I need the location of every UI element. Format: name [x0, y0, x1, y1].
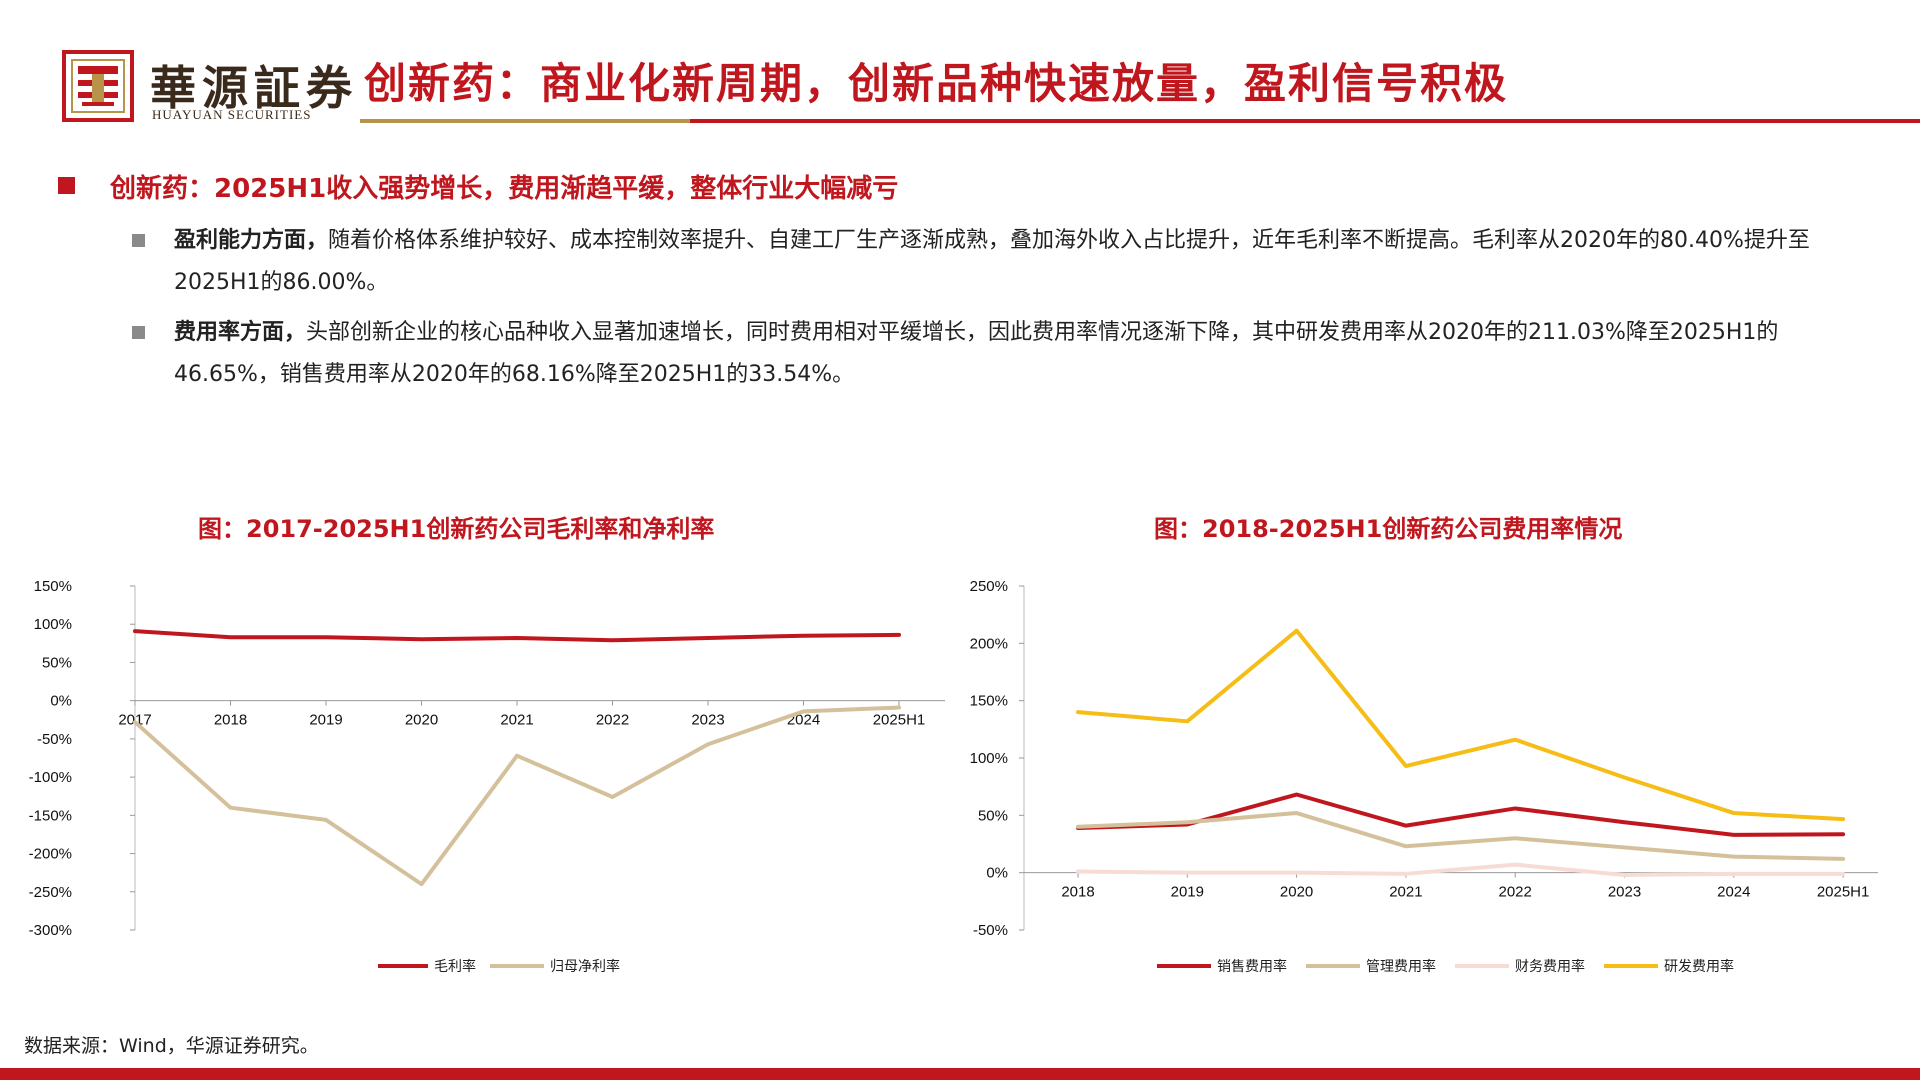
expense-y-tick-label: 100% — [970, 750, 1008, 767]
margin-x-tick-label: 2021 — [500, 712, 533, 729]
point-profitability: 盈利能力方面，随着价格体系维护较好、成本控制效率提升、自建工厂生产逐渐成熟，叠加… — [174, 220, 1874, 304]
company-name: 華源証券 — [150, 61, 358, 115]
expense-series-line-4 — [1076, 628, 1846, 822]
expense-x-tick-label: 2025H1 — [1817, 884, 1870, 901]
margin-x-tick-label: 2018 — [214, 712, 247, 729]
expense-y-tick-label: 50% — [978, 807, 1008, 824]
margin-y-tick-label: 150% — [34, 578, 72, 595]
margin-y-tick-label: 100% — [34, 616, 72, 633]
expense-x-tick-label: 2022 — [1499, 884, 1532, 901]
expense-x-tick-label: 2018 — [1061, 884, 1094, 901]
expense-y-tick-label: 250% — [970, 578, 1008, 595]
chart-title-margin: 图：2017-2025H1创新药公司毛利率和净利率 — [198, 515, 715, 543]
margin-x-tick-label: 2022 — [596, 712, 629, 729]
point-lead: 费用率方面， — [174, 320, 307, 345]
expense-series-line-2 — [1076, 811, 1846, 861]
margin-x-tick-label: 2025H1 — [873, 712, 926, 729]
expense-y-tick-label: 200% — [970, 635, 1008, 652]
expense-legend-label: 管理费用率 — [1366, 958, 1436, 975]
expense-legend-label: 销售费用率 — [1217, 958, 1287, 975]
margin-y-tick-label: -50% — [37, 731, 72, 748]
point-bullet-icon — [132, 234, 145, 247]
expense-y-tick-label: -50% — [973, 922, 1008, 939]
chart-title-expense: 图：2018-2025H1创新药公司费用率情况 — [1154, 515, 1623, 543]
point-expense: 费用率方面，头部创新企业的核心品种收入显著加速增长，同时费用相对平缓增长，因此费… — [174, 312, 1874, 396]
expense-x-tick-label: 2020 — [1280, 884, 1313, 901]
margin-x-tick-label: 2023 — [691, 712, 724, 729]
header-rule-gold — [360, 119, 690, 123]
expense-y-tick-label: 0% — [986, 865, 1008, 882]
margin-y-tick-label: -250% — [29, 884, 72, 901]
huayuan-logo-icon — [62, 50, 134, 122]
expense-legend-label: 财务费用率 — [1515, 958, 1585, 975]
expense-series-line-3 — [1076, 862, 1846, 877]
expense-x-tick-label: 2021 — [1389, 884, 1422, 901]
section-bullet-icon — [58, 177, 75, 194]
margin-y-tick-label: -150% — [29, 807, 72, 824]
point-text: 随着价格体系维护较好、成本控制效率提升、自建工厂生产逐渐成熟，叠加海外收入占比提… — [174, 228, 1810, 295]
margin-legend-label: 归母净利率 — [550, 958, 620, 975]
point-lead: 盈利能力方面， — [174, 228, 329, 253]
margin-y-tick-label: -100% — [29, 769, 72, 786]
expense-x-tick-label: 2024 — [1717, 884, 1750, 901]
margin-y-tick-label: 50% — [42, 654, 72, 671]
margin-y-tick-label: -200% — [29, 846, 72, 863]
margin-x-tick-label: 2019 — [309, 712, 342, 729]
margin-y-tick-label: 0% — [50, 693, 72, 710]
expense-x-tick-label: 2019 — [1171, 884, 1204, 901]
section-heading: 创新药：2025H1收入强势增长，费用渐趋平缓，整体行业大幅减亏 — [110, 174, 899, 204]
margin-series-line-2 — [133, 705, 901, 887]
margin-legend-label: 毛利率 — [434, 958, 476, 975]
bottom-bar — [0, 1068, 1920, 1080]
data-source-note: 数据来源：Wind，华源证券研究。 — [24, 1035, 319, 1057]
expense-series-line-1 — [1076, 792, 1846, 837]
expense-y-tick-label: 150% — [970, 693, 1008, 710]
expense-legend-label: 研发费用率 — [1664, 958, 1734, 975]
point-text: 头部创新企业的核心品种收入显著加速增长，同时费用相对平缓增长，因此费用率情况逐渐… — [174, 320, 1779, 387]
margin-series-line-1 — [133, 629, 901, 643]
company-name-english: HUAYUAN SECURITIES — [152, 107, 312, 122]
page-title: 创新药：商业化新周期，创新品种快速放量，盈利信号积极 — [364, 59, 1509, 108]
header-rule-red — [690, 119, 1920, 123]
expense-x-tick-label: 2023 — [1608, 884, 1641, 901]
margin-y-tick-label: -300% — [29, 922, 72, 939]
point-bullet-icon — [132, 326, 145, 339]
margin-x-tick-label: 2020 — [405, 712, 438, 729]
